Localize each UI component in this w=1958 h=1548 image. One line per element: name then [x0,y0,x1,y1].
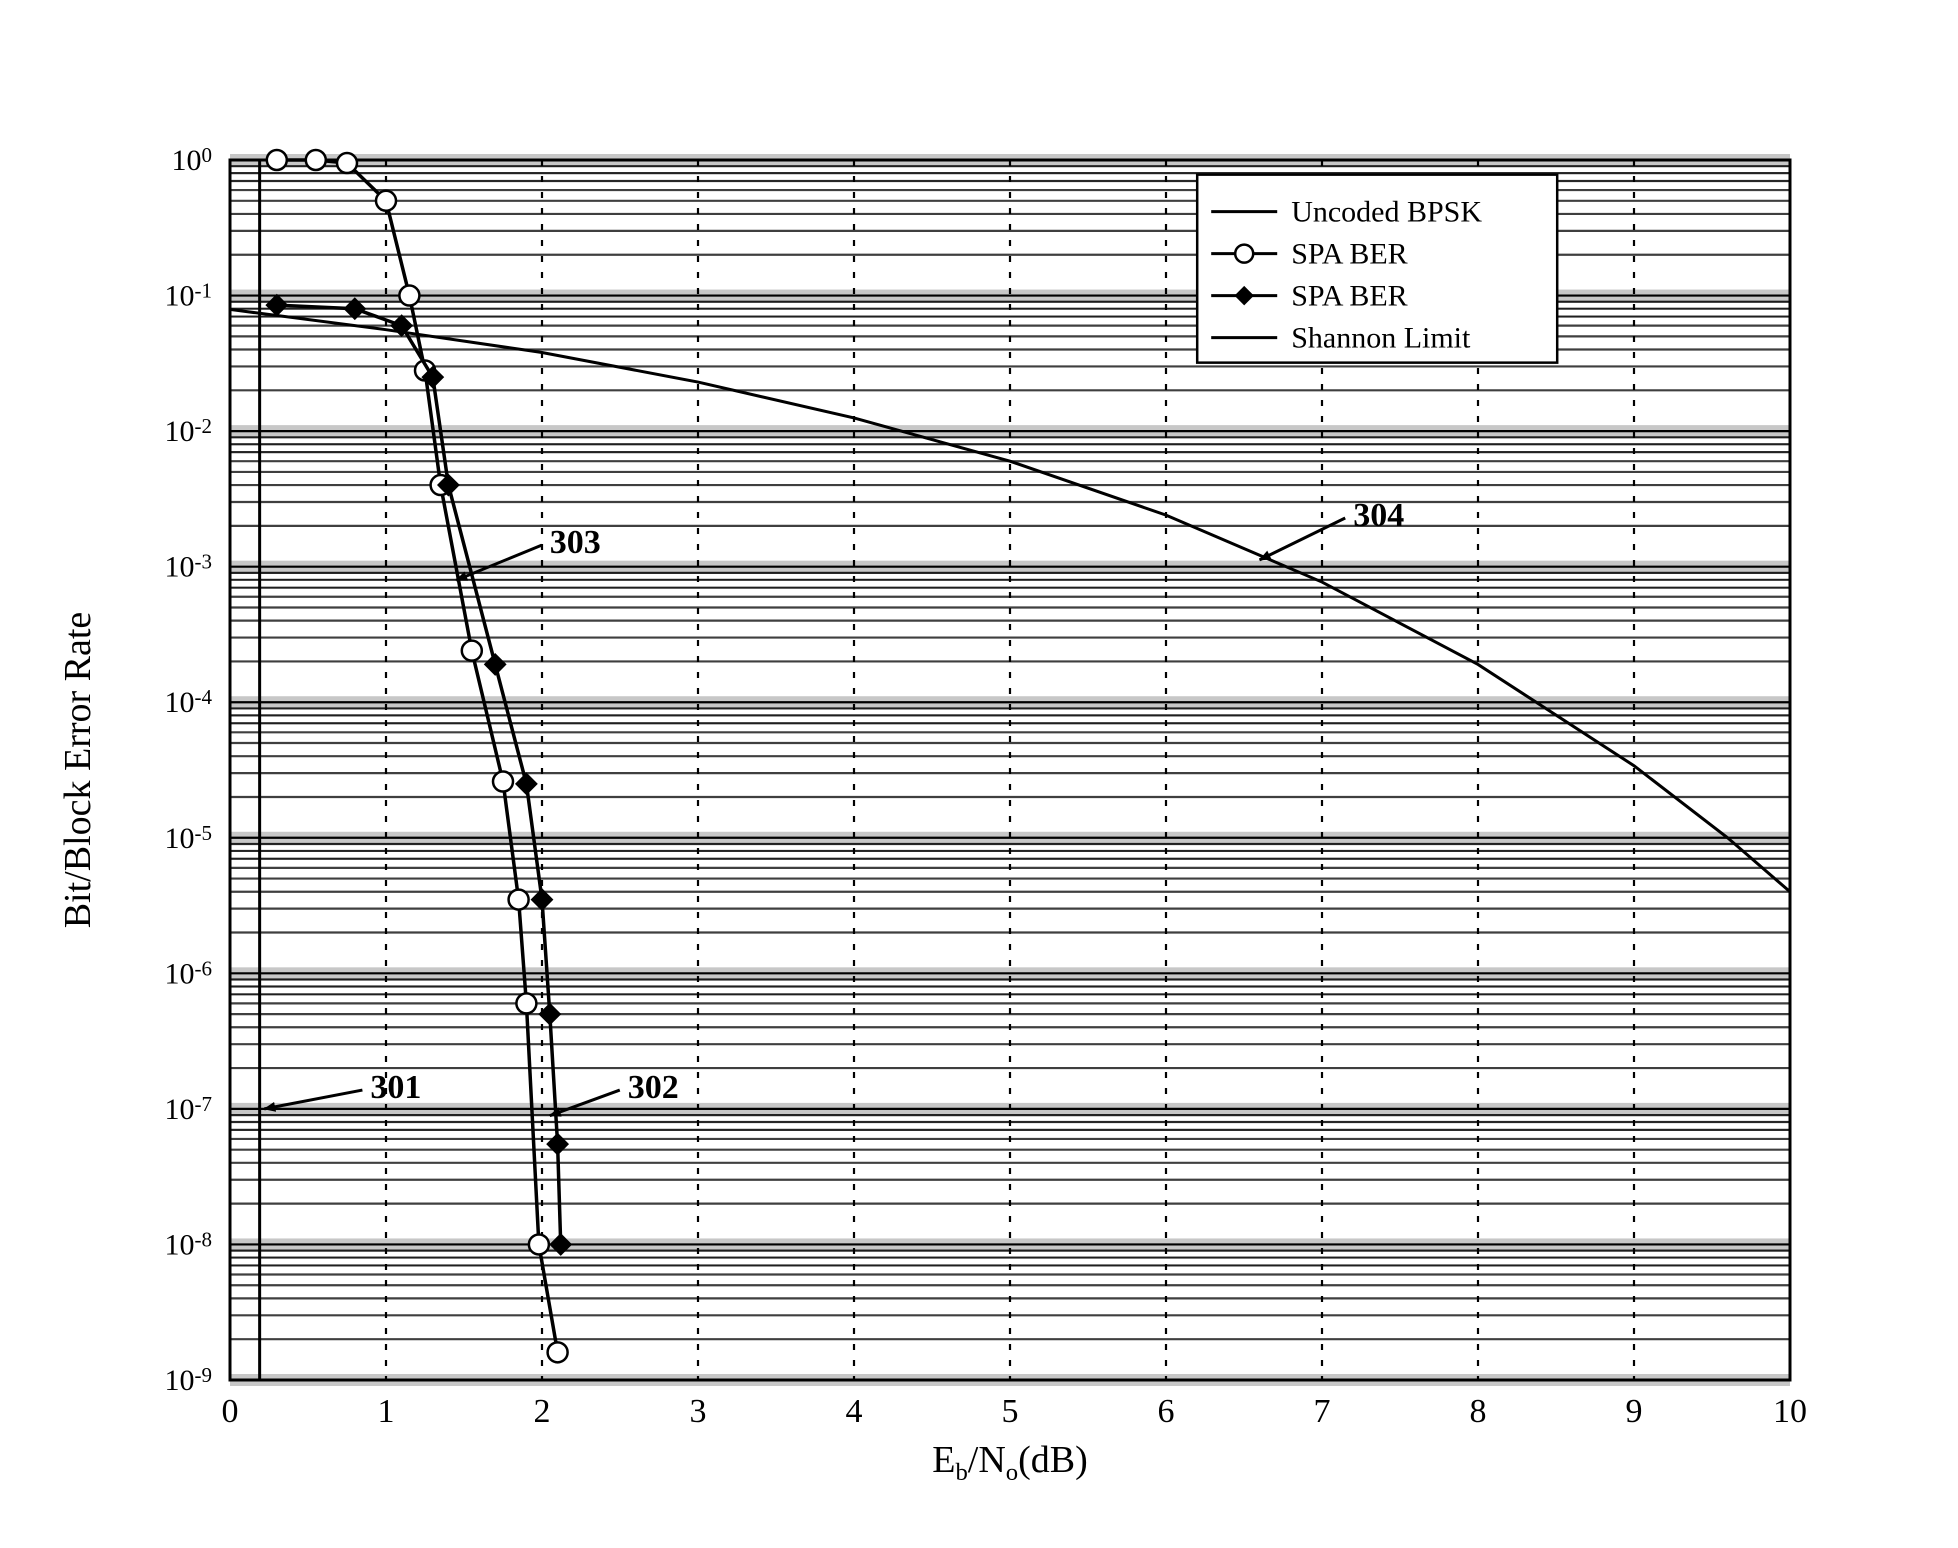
x-tick-label: 4 [846,1393,863,1430]
legend-swatch-marker [1235,245,1253,263]
series-spa-ber-1-marker [529,1234,549,1254]
y-tick-label: 10-1 [165,278,213,312]
x-tick-label: 10 [1773,1393,1807,1430]
y-tick-label: 10-6 [165,956,213,990]
x-tick-label: 9 [1626,1393,1643,1430]
legend-label: Uncoded BPSK [1291,196,1482,229]
y-tick-label: 10-7 [165,1091,213,1125]
series-spa-ber-1-marker [509,890,529,910]
ber-log-chart: 0 1 2 3 4 5 6 7 8 9 10 Eb/No(dB) 100 10-1 10-2 10-3 10-4… [0,0,1958,1548]
x-tick-label: 6 [1158,1393,1175,1430]
x-tick-label: 7 [1314,1393,1331,1430]
annotation-label: 301 [370,1069,421,1106]
x-tick-label: 3 [690,1393,707,1430]
series-spa-ber-1-marker [493,772,513,792]
annotation-label: 302 [628,1069,679,1106]
series-spa-ber-1-marker [516,993,536,1013]
x-tick-label: 2 [534,1393,551,1430]
annotation-label: 304 [1353,497,1404,534]
x-tick-label: 8 [1470,1393,1487,1430]
legend-label: SPA BER [1291,280,1407,313]
series-spa-ber-1-marker [306,150,326,170]
series-spa-ber-1-marker [548,1342,568,1362]
series-spa-ber-1-marker [376,191,396,211]
y-tick-label: 10-5 [165,820,213,854]
y-tick-label: 10-2 [165,414,213,448]
legend-label: SPA BER [1291,238,1407,271]
x-tick-label: 0 [222,1393,239,1430]
series-spa-ber-1-marker [462,641,482,661]
y-tick-label: 10-3 [165,549,213,583]
y-axis-label: Bit/Block Error Rate [57,612,99,929]
chart-container: 0 1 2 3 4 5 6 7 8 9 10 Eb/No(dB) 100 10-1 10-2 10-3 10-4… [0,0,1958,1548]
y-tick-label: 10-4 [165,685,213,719]
legend: Uncoded BPSK SPA BER SPA BER Shannon Limit [1197,175,1557,363]
series-spa-ber-1-marker [337,153,357,173]
y-tick-label: 10-9 [165,1363,213,1397]
x-axis-label: Eb/No(dB) [932,1439,1088,1486]
y-tick-label: 100 [172,143,213,177]
x-tick-label: 5 [1002,1393,1019,1430]
series-spa-ber-1-marker [267,150,287,170]
x-tick-label: 1 [378,1393,395,1430]
y-tick-label: 10-8 [165,1227,213,1261]
series-spa-ber-1-marker [399,286,419,306]
legend-label: Shannon Limit [1291,322,1471,355]
annotation-label: 303 [550,524,601,561]
